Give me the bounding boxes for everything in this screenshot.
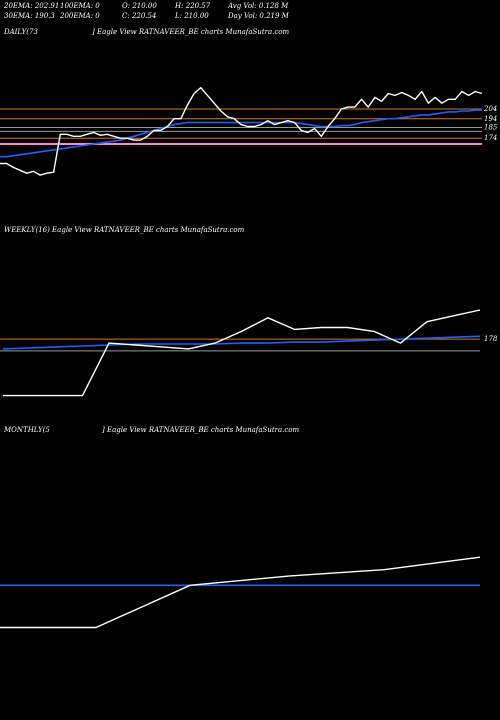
ema30-readout: 30EMA: 190.3 (4, 12, 55, 20)
daily-panel-label: DAILY(73 (4, 28, 38, 36)
monthly-price-line (0, 556, 481, 629)
ema100-readout: 100EMA: 0 (60, 2, 100, 10)
ema200-readout: 200EMA: 0 (60, 12, 100, 20)
daily-panel-caption: ] Eagle View RATNAVEER_BE charts MunafaS… (92, 28, 290, 36)
daily-price-line (0, 86, 483, 176)
open-readout: O: 210.00 (122, 2, 157, 10)
daily-ema-line (0, 109, 482, 158)
monthly-panel-caption: ] Eagle View RATNAVEER_BE charts MunafaS… (102, 426, 300, 434)
high-readout: H: 220.57 (175, 2, 211, 10)
weekly-panel-label: WEEKLY(16) Eagle View RATNAVEER_BE chart… (4, 226, 245, 234)
daily-level-label: 174 (484, 134, 497, 142)
daily-level-label: 204 (483, 105, 497, 113)
monthly-panel-label: MONTHLY(5 (4, 426, 50, 434)
daily-level-label: 194 (484, 115, 497, 123)
close-readout: C: 220.54 (122, 12, 157, 20)
avg-vol-readout: Avg Vol: 0.128 M (228, 2, 289, 10)
weekly-ema-line (2, 335, 481, 350)
low-readout: L: 210.00 (175, 12, 209, 20)
daily-level-label: 185 (484, 124, 498, 132)
ema20-readout: 20EMA: 202.91 (4, 2, 60, 10)
weekly-level-label: 178 (484, 335, 498, 343)
weekly-price-line (3, 309, 481, 397)
day-vol-readout: Day Vol: 0.219 M (228, 12, 289, 20)
